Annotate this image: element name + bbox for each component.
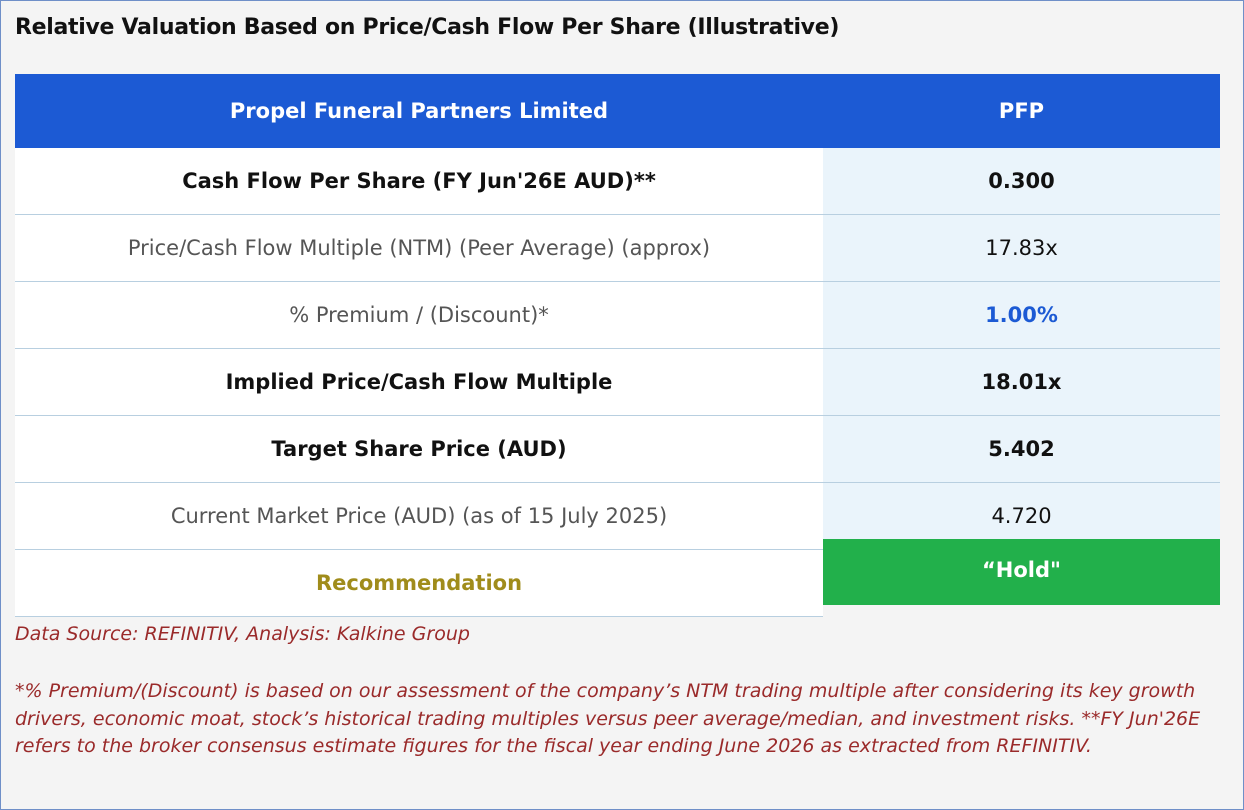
row-value: 18.01x — [823, 348, 1220, 416]
row: % Premium / (Discount)* 1.00% — [15, 281, 1220, 349]
header-cell: PFP — [823, 74, 1220, 148]
row-label: Price/Cash Flow Multiple (NTM) (Peer Ave… — [15, 214, 823, 282]
row-label: Current Market Price (AUD) (as of 15 Jul… — [15, 482, 823, 550]
row: Recommendation “Hold" — [15, 539, 1220, 617]
recommendation-badge: “Hold" — [823, 539, 1220, 605]
footnote: *% Premium/(Discount) is based on our as… — [15, 680, 1201, 757]
row: Price/Cash Flow Multiple (NTM) (Peer Ave… — [15, 214, 1220, 282]
valuation-table: Propel Funeral Partners Limited PFP Cash… — [15, 74, 1220, 617]
row-value: 0.300 — [823, 148, 1220, 215]
header-cell: Propel Funeral Partners Limited — [15, 74, 823, 148]
title: Relative Valuation Based on Price/Cash F… — [15, 15, 840, 40]
header-row: Propel Funeral Partners Limited PFP — [15, 74, 1220, 148]
row-label: Implied Price/Cash Flow Multiple — [15, 348, 823, 416]
row-value: 5.402 — [823, 415, 1220, 483]
row-value-cell: “Hold" — [823, 539, 1220, 617]
row-label: % Premium / (Discount)* — [15, 281, 823, 349]
row-label: Cash Flow Per Share (FY Jun'26E AUD)** — [15, 148, 823, 215]
row: Implied Price/Cash Flow Multiple 18.01x — [15, 348, 1220, 416]
data-source: Data Source: REFINITIV, Analysis: Kalkin… — [15, 623, 470, 645]
row-value: 17.83x — [823, 214, 1220, 282]
row-label: Recommendation — [15, 549, 823, 617]
row: Cash Flow Per Share (FY Jun'26E AUD)** 0… — [15, 148, 1220, 215]
row: Target Share Price (AUD) 5.402 — [15, 415, 1220, 483]
row-value: 1.00% — [823, 281, 1220, 349]
row-label: Target Share Price (AUD) — [15, 415, 823, 483]
